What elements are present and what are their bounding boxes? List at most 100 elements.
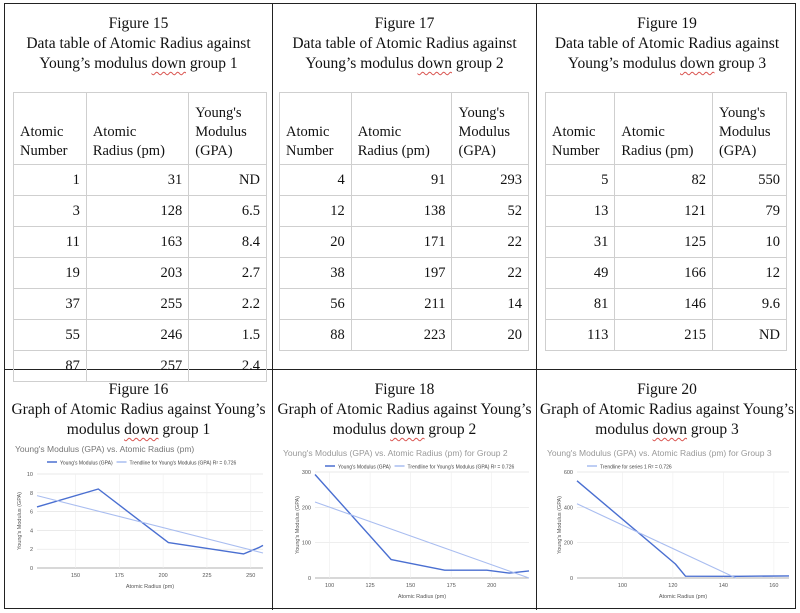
chart-title: Young's Modulus (GPA) vs. Atomic Radius … [283,448,508,458]
table-cell: 12 [711,257,788,289]
y-tick-label: 100 [302,541,311,547]
table-cell: 203 [85,257,190,289]
caption-line: Data table of Atomic Radius against [554,35,780,52]
table-cell: 293 [451,164,529,196]
table-cell: 49 [544,257,616,289]
series-line [314,474,530,574]
column-header: Atomic Radius (pm) [85,92,190,165]
x-tick-label: 175 [447,583,456,589]
y-tick-label: 300 [302,470,311,476]
table-cell: 11 [13,226,87,258]
table-cell: 10 [711,226,788,258]
table-cell: 211 [350,288,453,320]
y-tick-label: 10 [27,472,33,478]
table-cell: 31 [544,226,616,258]
table-row: 37 255 2.2 [13,288,267,320]
series-line [576,480,790,578]
table-row: 87 257 2.4 [13,350,267,382]
table-cell: 2.2 [188,288,267,320]
legend-entry: Young's Modulus (GPA) [338,465,391,471]
figure-caption: Figure 18 Graph of Atomic Radius against… [273,380,536,440]
table-header-row: Atomic Number Atomic Radius (pm) Young's Modu… [279,92,529,165]
legend-entry: Trendline for series 1 R² = 0.726 [600,465,672,471]
graph-cell-group-3: Figure 20 Graph of Atomic Radius against… [537,370,797,610]
table-cell: 87 [13,350,87,382]
table-cell: 121 [614,195,713,227]
column-header: Atomic Radius (pm) [350,92,453,165]
table-cell: 14 [451,288,529,320]
table-cell: 171 [350,226,453,258]
table-cell: 146 [614,288,713,320]
table-cell: 22 [451,226,529,258]
caption-line: Graph of Atomic Radius against Young’s [11,401,266,418]
legend-entry: Trendline for Young's Modulus (GPA) R² =… [408,465,515,471]
x-tick-label: 120 [668,583,677,589]
table-cell: 197 [350,257,453,289]
y-tick-label: 0 [30,566,33,572]
table-cell: 166 [614,257,713,289]
y-tick-label: 0 [308,576,311,582]
table-cell: 22 [451,257,529,289]
table-row: 11 163 8.4 [13,226,267,258]
table-row: 81 146 9.6 [544,288,788,320]
graph-cell-group-1: Figure 16 Graph of Atomic Radius against… [5,370,273,610]
table-row: 19 203 2.7 [13,257,267,289]
table-cell-group-2: Figure 17 Data table of Atomic Radius ag… [273,4,537,370]
x-tick-label: 200 [159,573,168,579]
table-row: 38 197 22 [279,257,529,289]
table-row: 55 246 1.5 [13,319,267,351]
x-tick-label: 250 [246,573,255,579]
caption-line: Young’s modulus down group 3 [567,55,767,72]
table-row: 88 223 20 [279,319,529,351]
table-cell: 215 [614,319,713,351]
x-axis-label: Atomic Radius (pm) [126,584,174,590]
legend-entry: Trendline for Young's Modulus (GPA) R² =… [130,461,237,467]
trendline [36,495,264,554]
data-table-group-2: Atomic Number Atomic Radius (pm) Young's Modu… [279,92,529,351]
column-header: Young's Modulus (GPA) [451,92,529,165]
table-cell: 52 [451,195,529,227]
trendline [314,501,530,579]
table-cell: 88 [279,319,352,351]
y-tick-label: 600 [564,470,573,476]
figure-caption: Figure 19 Data table of Atomic Radius ag… [537,14,797,74]
y-tick-label: 200 [302,505,311,511]
column-header: Atomic Radius (pm) [614,92,713,165]
table-cell: 82 [614,164,713,196]
table-cell: 1 [13,164,87,196]
table-cell: 81 [544,288,616,320]
table-cell: 125 [614,226,713,258]
table-row: 3 128 6.5 [13,195,267,227]
table-cell-group-1: Figure 15 Data table of Atomic Radius ag… [5,4,273,382]
data-table-group-1: Atomic Number Atomic Radius (pm) Young's Modu… [13,92,267,382]
table-cell: 2.7 [188,257,267,289]
caption-line: modulus down group 1 [66,421,211,438]
figure-caption: Figure 20 Graph of Atomic Radius against… [537,380,797,440]
table-row: 5 82 550 [544,164,788,196]
graph-cell-group-2: Figure 18 Graph of Atomic Radius against… [273,370,537,610]
table-cell: 19 [13,257,87,289]
table-cell: ND [188,164,267,196]
data-table-group-3: Atomic Number Atomic Radius (pm) Young's Modu… [544,92,788,351]
figure-number: Figure 16 [108,381,169,398]
table-cell: 79 [711,195,788,227]
table-row: 13 121 79 [544,195,788,227]
y-tick-label: 8 [30,491,33,497]
figure-number: Figure 15 [108,15,169,32]
figure-caption: Figure 17 Data table of Atomic Radius ag… [273,14,536,74]
table-cell: 3 [13,195,87,227]
table-cell: 113 [544,319,616,351]
figure-number: Figure 17 [374,15,435,32]
table-cell: 163 [85,226,190,258]
table-cell: 9.6 [711,288,788,320]
table-cell: 55 [13,319,87,351]
y-tick-label: 400 [564,505,573,511]
column-header: Atomic Number [13,92,87,165]
table-cell: ND [711,319,788,351]
table-cell: 550 [711,164,788,196]
x-axis-label: Atomic Radius (pm) [398,594,446,600]
table-cell: 13 [544,195,616,227]
figure-number: Figure 20 [637,381,697,398]
table-cell: 12 [279,195,352,227]
table-cell-group-3: Figure 19 Data table of Atomic Radius ag… [537,4,797,370]
